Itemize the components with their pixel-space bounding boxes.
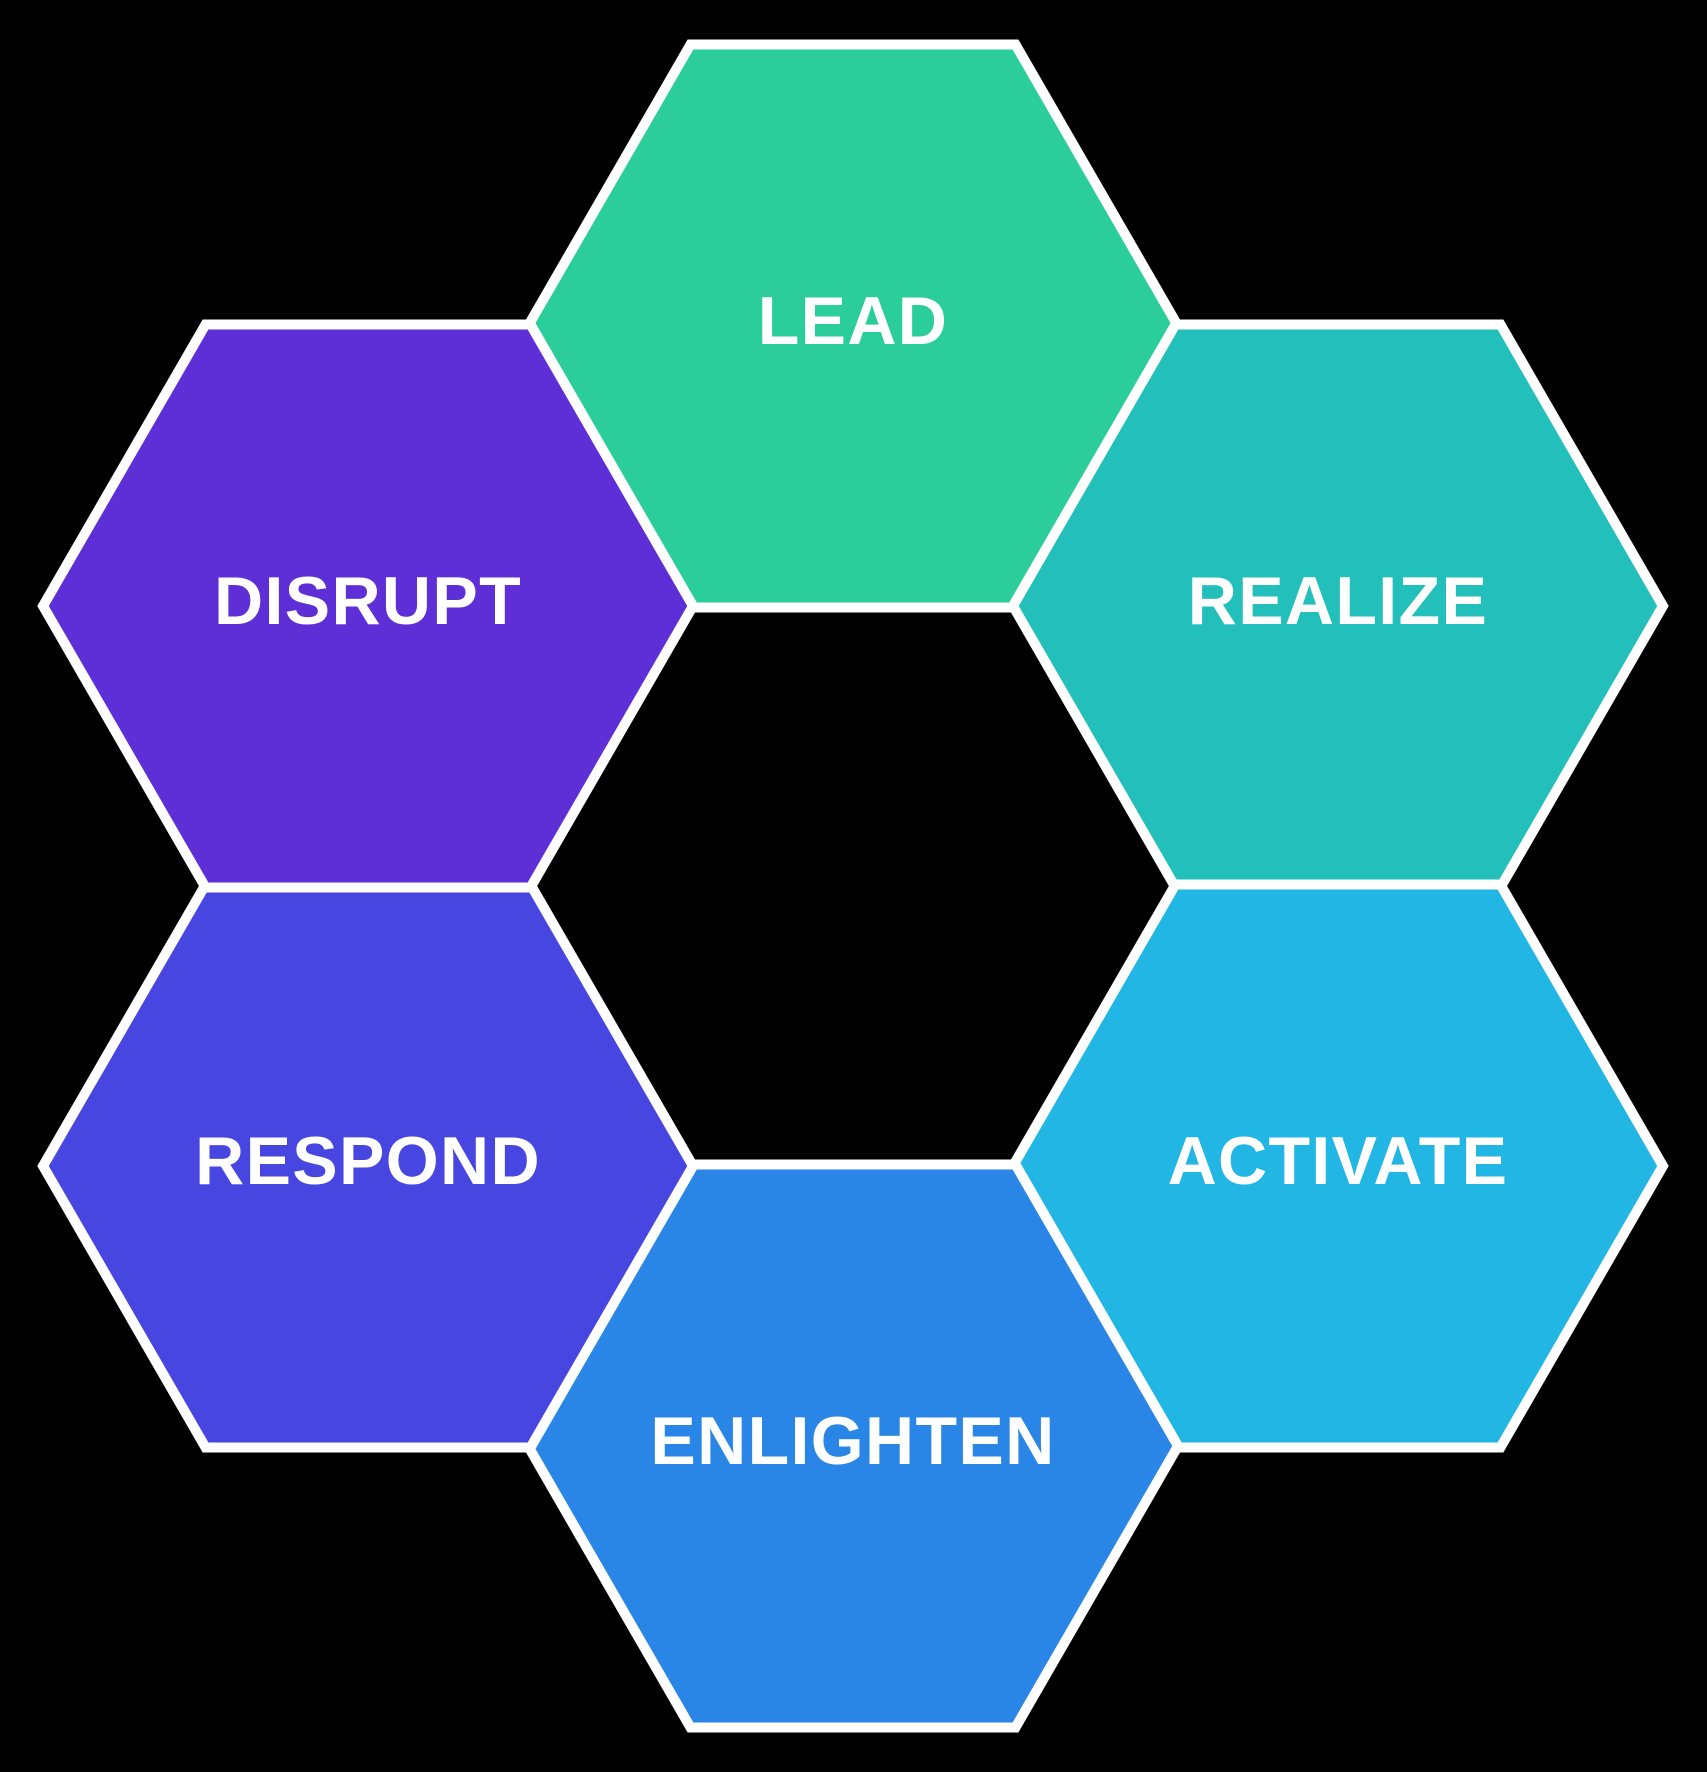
hexagon-ring-diagram: LEADREALIZEACTIVATEENLIGHTENRESPONDDISRU… <box>0 0 1707 1772</box>
hexagon-svg: LEADREALIZEACTIVATEENLIGHTENRESPONDDISRU… <box>0 0 1707 1772</box>
